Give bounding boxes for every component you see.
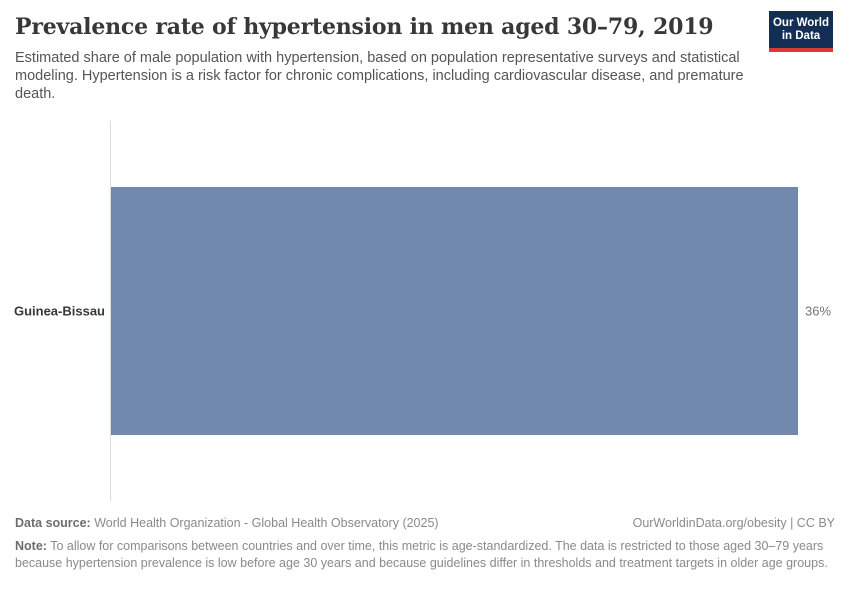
chart-footer: Data source: World Health Organization -… <box>15 515 835 572</box>
owid-logo[interactable]: Our World in Data <box>769 11 833 52</box>
attribution-link[interactable]: OurWorldinData.org/obesity | CC BY <box>632 516 835 530</box>
value-label: 36% <box>805 303 832 319</box>
bar-guinea-bissau[interactable] <box>111 187 798 435</box>
entity-label: Guinea-Bissau <box>13 303 105 319</box>
note-text: To allow for comparisons between countri… <box>15 539 828 570</box>
chart-subtitle: Estimated share of male population with … <box>15 50 744 102</box>
chart-header: Prevalence rate of hypertension in men a… <box>15 14 835 103</box>
source-line: Data source: World Health Organization -… <box>15 515 835 532</box>
page-title: Prevalence rate of hypertension in men a… <box>15 14 714 40</box>
owid-logo-line1: Our World <box>772 16 829 29</box>
data-source-text: World Health Organization - Global Healt… <box>90 516 439 530</box>
chart-note: Note: To allow for comparisons between c… <box>15 538 835 572</box>
owid-logo-stripe <box>769 48 833 52</box>
data-source: Data source: World Health Organization -… <box>15 515 439 532</box>
y-axis-line <box>110 121 111 501</box>
note-label: Note: <box>15 539 47 553</box>
data-source-label: Data source: <box>15 516 91 530</box>
owid-logo-box: Our World in Data <box>769 11 833 48</box>
owid-logo-line2: in Data <box>781 29 821 42</box>
